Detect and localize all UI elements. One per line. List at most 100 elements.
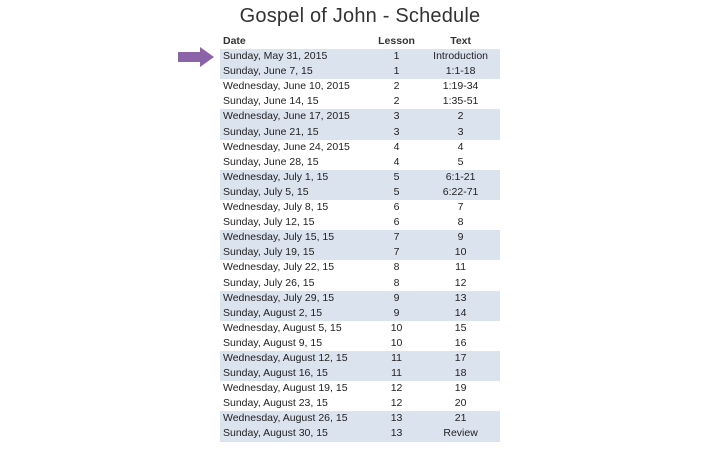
- lesson-cell: 1: [371, 49, 422, 65]
- table-row: Sunday, August 30, 15 13 Review: [220, 426, 500, 442]
- text-cell: 15: [454, 321, 467, 334]
- table-row: Wednesday, July 22, 15 8 11: [220, 260, 500, 275]
- date-cell: Wednesday, June 17, 2015: [220, 109, 372, 125]
- lesson-cell: 12: [390, 397, 403, 410]
- date-cell: Wednesday, July 29, 15: [220, 290, 372, 306]
- date-cell: Sunday, August 2, 15: [220, 305, 372, 321]
- date-cell: Sunday, July 5, 15: [220, 184, 372, 201]
- lesson-cell: 8: [393, 276, 400, 289]
- text-cell: 19: [454, 382, 467, 395]
- date-cell: Sunday, August 16, 15: [220, 366, 372, 382]
- right-arrow-icon: [178, 47, 214, 67]
- lesson-cell: 13: [371, 411, 422, 427]
- text-cell: 5: [457, 155, 464, 168]
- date-cell: Wednesday, July 8, 15: [223, 201, 329, 214]
- date-cell: Sunday, August 30, 15: [220, 426, 372, 442]
- table-row: Sunday, August 16, 15 11 18: [220, 366, 500, 382]
- table-row: Wednesday, August 5, 15 10 15: [220, 321, 500, 336]
- table-row: Sunday, August 9, 15 10 16: [220, 336, 500, 351]
- table-row: Wednesday, July 1, 15 5 6:1-21: [220, 169, 500, 185]
- lesson-cell: 10: [390, 336, 403, 349]
- table-row: Sunday, July 12, 15 6 8: [220, 215, 500, 230]
- text-cell: 21: [421, 411, 500, 427]
- table-row: Wednesday, August 19, 15 12 19: [220, 381, 500, 396]
- date-cell: Sunday, August 9, 15: [223, 336, 323, 349]
- text-cell: Review: [421, 426, 500, 442]
- text-cell: 10: [421, 245, 500, 261]
- date-cell: Sunday, June 14, 15: [223, 95, 319, 108]
- lesson-cell: 5: [371, 169, 422, 185]
- table-row: Sunday, August 2, 15 9 14: [220, 305, 500, 321]
- text-cell: 14: [421, 305, 500, 321]
- table-row: Wednesday, June 24, 2015 4 4: [220, 140, 500, 155]
- table-row: Wednesday, July 15, 15 7 9: [220, 230, 500, 246]
- text-cell: 6:22-71: [421, 184, 500, 201]
- lesson-cell: 11: [371, 366, 422, 382]
- text-column-header: Text: [450, 35, 471, 47]
- date-cell: Sunday, June 7, 15: [220, 64, 372, 80]
- table-row: Wednesday, July 8, 15 6 7: [220, 200, 500, 215]
- table-row: Sunday, June 21, 15 3 3: [220, 124, 500, 140]
- date-cell: Sunday, July 26, 15: [223, 276, 315, 289]
- date-cell: Sunday, June 28, 15: [223, 155, 319, 168]
- date-cell: Wednesday, June 24, 2015: [223, 140, 350, 153]
- text-cell: Introduction: [421, 49, 500, 65]
- text-cell: 13: [421, 290, 500, 306]
- lesson-cell: 9: [371, 305, 422, 321]
- lesson-cell: 1: [371, 64, 422, 80]
- lesson-cell: 2: [393, 95, 400, 108]
- date-cell: Sunday, August 23, 15: [223, 397, 328, 410]
- table-row: Sunday, June 28, 15 4 5: [220, 155, 500, 170]
- date-cell: Wednesday, July 22, 15: [223, 261, 335, 274]
- lesson-cell: 4: [393, 155, 400, 168]
- date-column-header: Date: [223, 35, 246, 47]
- lesson-cell: 4: [393, 140, 400, 153]
- lesson-cell: 3: [371, 124, 422, 140]
- table-row: Wednesday, August 12, 15 11 17: [220, 350, 500, 367]
- table-row: Sunday, June 7, 15 1 1:1-18: [220, 64, 500, 80]
- lesson-cell: 5: [371, 184, 422, 201]
- date-cell: Sunday, May 31, 2015: [220, 49, 372, 65]
- lesson-column-header: Lesson: [378, 35, 415, 47]
- text-cell: 9: [421, 230, 500, 246]
- text-cell: 1:19-34: [442, 80, 479, 93]
- date-cell: Wednesday, July 15, 15: [220, 230, 372, 246]
- table-row: Wednesday, June 17, 2015 3 2: [220, 109, 500, 125]
- text-cell: 3: [421, 124, 500, 140]
- lesson-cell: 11: [371, 350, 422, 367]
- table-row: Sunday, May 31, 2015 1 Introduction: [220, 49, 500, 65]
- text-cell: 16: [454, 336, 467, 349]
- table-row: Sunday, July 19, 15 7 10: [220, 245, 500, 261]
- text-cell: 20: [454, 397, 467, 410]
- schedule-table: Date Lesson Text Sunday, May 31, 2015 1 In…: [220, 34, 500, 442]
- lesson-cell: 7: [371, 230, 422, 246]
- date-cell: Wednesday, August 19, 15: [223, 382, 348, 395]
- table-row: Sunday, June 14, 15 2 1:35-51: [220, 94, 500, 109]
- date-cell: Wednesday, June 10, 2015: [223, 80, 350, 93]
- text-cell: 1:35-51: [442, 95, 479, 108]
- text-cell: 17: [421, 350, 500, 367]
- lesson-cell: 2: [393, 80, 400, 93]
- text-cell: 12: [454, 276, 467, 289]
- lesson-cell: 3: [371, 109, 422, 125]
- lesson-cell: 10: [390, 321, 403, 334]
- text-cell: 1:1-18: [421, 64, 500, 80]
- date-cell: Sunday, June 21, 15: [220, 124, 372, 140]
- text-cell: 2: [421, 109, 500, 125]
- date-cell: Wednesday, August 12, 15: [220, 350, 372, 367]
- table-row: Sunday, July 26, 15 8 12: [220, 276, 500, 291]
- lesson-cell: 6: [393, 201, 400, 214]
- table-header-row: Date Lesson Text: [220, 34, 500, 49]
- lesson-cell: 8: [393, 261, 400, 274]
- lesson-cell: 13: [371, 426, 422, 442]
- text-cell: 4: [457, 140, 464, 153]
- table-row: Wednesday, August 26, 15 13 21: [220, 411, 500, 427]
- lesson-cell: 9: [371, 290, 422, 306]
- table-row: Sunday, July 5, 15 5 6:22-71: [220, 184, 500, 201]
- date-cell: Sunday, July 12, 15: [223, 216, 315, 229]
- date-cell: Wednesday, July 1, 15: [220, 169, 372, 185]
- text-cell: 11: [455, 261, 467, 274]
- text-cell: 8: [457, 216, 464, 229]
- table-row: Wednesday, July 29, 15 9 13: [220, 290, 500, 306]
- text-cell: 18: [421, 366, 500, 382]
